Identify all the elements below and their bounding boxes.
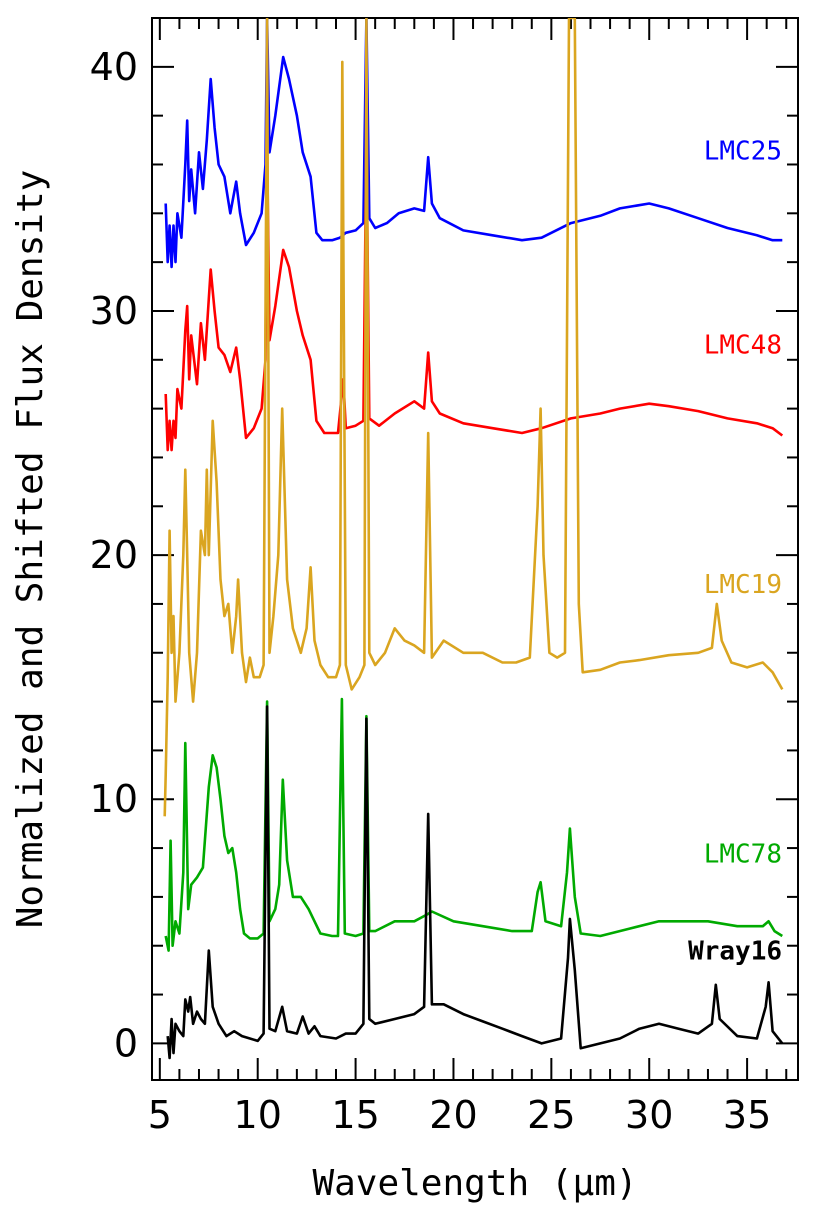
series-line-lmc48 bbox=[164, 126, 784, 452]
x-tick-label: 20 bbox=[429, 1093, 477, 1137]
x-tick-label: 25 bbox=[527, 1093, 575, 1137]
series-label-lmc78: LMC78 bbox=[704, 839, 782, 869]
axis-ticks bbox=[152, 17, 798, 1080]
series-labels: LMC25 LMC48 LMC19 LMC78 Wray16 bbox=[688, 136, 782, 966]
plot-frame bbox=[151, 17, 799, 1081]
series-label-wray16: Wray16 bbox=[688, 936, 782, 966]
x-tick-label: 15 bbox=[331, 1093, 379, 1137]
series-line-lmc19 bbox=[163, 18, 784, 817]
series-lines bbox=[163, 18, 784, 1060]
series-label-lmc19: LMC19 bbox=[704, 570, 782, 600]
series-label-lmc25: LMC25 bbox=[704, 136, 782, 166]
y-tick-label: 20 bbox=[90, 533, 138, 577]
series-line-wray16 bbox=[166, 705, 784, 1060]
tick-labels: 5 10 15 20 25 30 35 0 10 20 30 40 bbox=[90, 45, 772, 1137]
x-tick-label: 30 bbox=[625, 1093, 673, 1137]
x-axis-title: Wavelength (μm) bbox=[312, 1163, 637, 1204]
series-line-lmc25 bbox=[164, 18, 783, 269]
y-tick-label: 40 bbox=[90, 45, 138, 89]
y-tick-label: 0 bbox=[114, 1021, 138, 1065]
y-tick-label: 10 bbox=[90, 777, 138, 821]
y-tick-label: 30 bbox=[90, 289, 138, 333]
x-tick-label: 5 bbox=[148, 1093, 172, 1137]
x-tick-label: 10 bbox=[234, 1093, 282, 1137]
series-line-lmc78 bbox=[164, 697, 783, 952]
y-axis-title: Normalized and Shifted Flux Density bbox=[10, 170, 51, 929]
x-tick-label: 35 bbox=[723, 1093, 771, 1137]
series-label-lmc48: LMC48 bbox=[704, 330, 782, 360]
